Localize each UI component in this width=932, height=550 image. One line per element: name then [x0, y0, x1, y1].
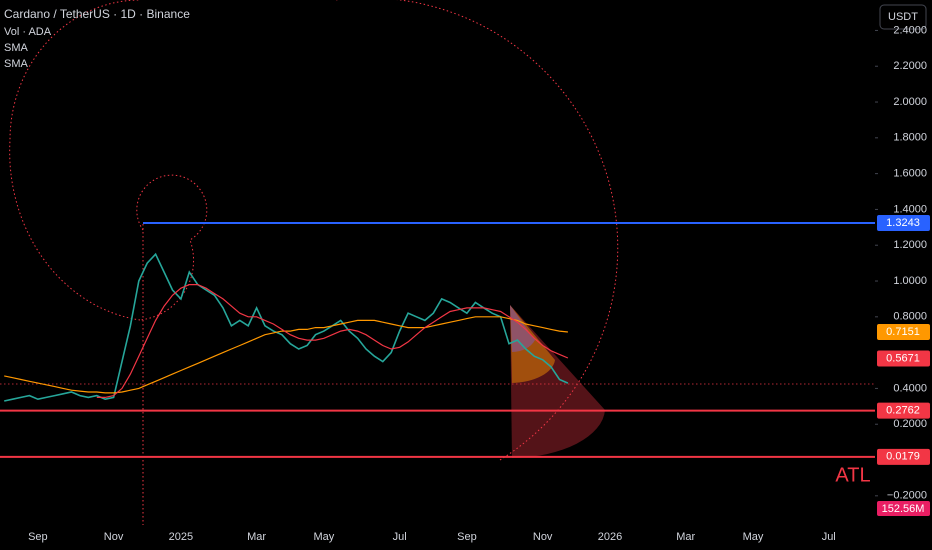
legend-line: SMA [4, 58, 29, 70]
x-tick-label: Mar [676, 531, 695, 543]
volume-label: 152.56M [882, 503, 925, 515]
currency-button[interactable] [879, 4, 927, 30]
volume-tag [877, 501, 930, 516]
price-tag-label: 1.3243 [886, 217, 920, 229]
x-tick-label: Jul [393, 531, 407, 543]
y-tick-label: 0.8000 [893, 311, 927, 323]
price-tag-label: 0.7151 [886, 326, 920, 338]
legend-line: Vol · ADA [4, 26, 52, 38]
chart-title: Cardano / TetherUS · 1D · Binance [4, 7, 190, 21]
price-tag [877, 448, 930, 465]
series-line [4, 252, 569, 402]
x-tick-label: 2026 [598, 531, 622, 543]
fib-spiral [335, 0, 619, 461]
series-line [96, 284, 569, 398]
currency-button-label[interactable]: USDT [888, 11, 918, 23]
y-tick-label: 2.0000 [893, 96, 927, 108]
y-tick-label: 1.4000 [893, 203, 927, 215]
x-tick-label: May [743, 531, 764, 543]
price-tag-label: 0.0179 [886, 451, 920, 463]
y-tick-label: 2.4000 [893, 24, 927, 36]
x-tick-label: 2025 [169, 531, 193, 543]
x-tick-label: Mar [247, 531, 266, 543]
x-tick-label: Sep [28, 531, 48, 543]
fan-zone [510, 305, 605, 458]
drawings [0, 0, 875, 525]
x-tick-label: Nov [533, 531, 553, 543]
y-tick-label: 2.2000 [893, 60, 927, 72]
y-tick-label: 1.2000 [893, 239, 927, 251]
legend-line: SMA [4, 42, 29, 54]
x-tick-label: Nov [104, 531, 124, 543]
fib-spiral [9, 0, 141, 321]
y-tick-label: 0.4000 [893, 382, 927, 394]
annotation: ATL [835, 464, 870, 486]
y-tick-label: 1.6000 [893, 168, 927, 180]
series-line [4, 316, 568, 394]
x-tick-label: Jul [822, 531, 836, 543]
price-tag [877, 402, 930, 419]
y-tick-label: 0.2000 [893, 418, 927, 430]
y-tick-label: −0.2000 [887, 490, 927, 502]
price-tag [877, 214, 930, 231]
price-tag [877, 350, 930, 367]
x-tick-label: Sep [457, 531, 477, 543]
x-tick-label: May [314, 531, 335, 543]
price-tag-label: 0.5671 [886, 352, 920, 364]
fib-spiral [136, 174, 208, 321]
y-tick-label: 1.0000 [893, 275, 927, 287]
price-tag-label: 0.2762 [886, 404, 920, 416]
price-tag [877, 324, 930, 341]
y-tick-label: 1.8000 [893, 132, 927, 144]
